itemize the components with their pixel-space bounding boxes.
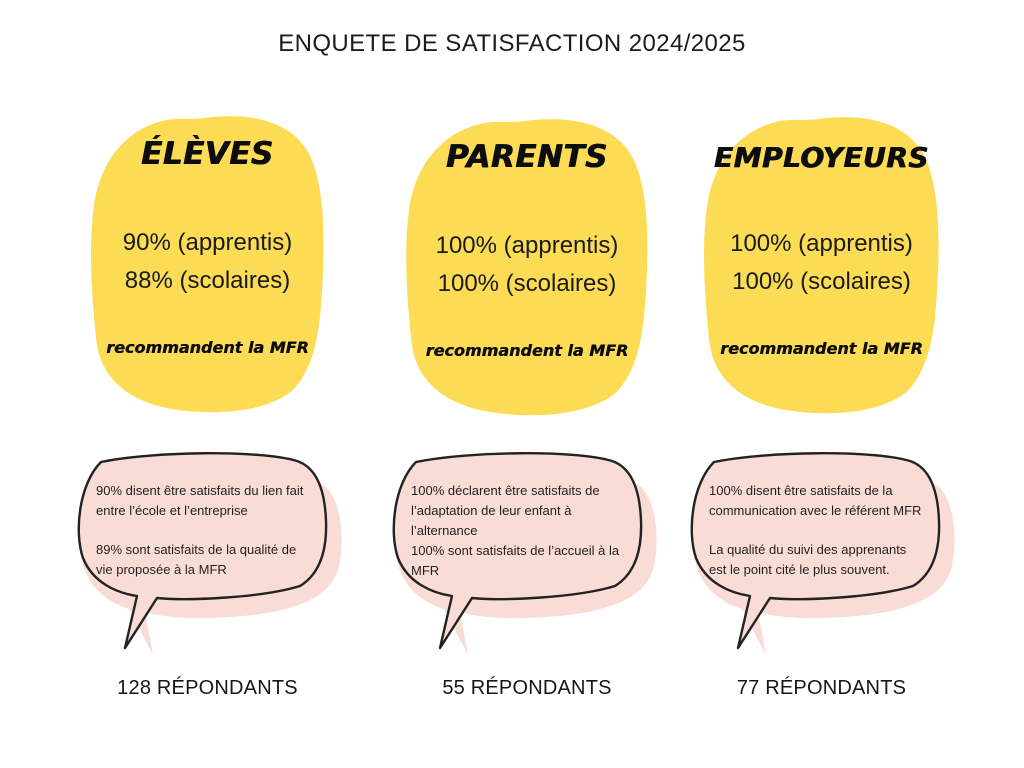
- respondents-count: 55 RÉPONDANTS: [442, 677, 612, 699]
- speech-bubble-shape: [392, 452, 657, 655]
- bubble-paragraph: 90% disent être satisfaits du lien fait …: [96, 483, 304, 518]
- card-heading: EMPLOYEURS: [714, 141, 929, 174]
- bubble-text: 100% disent être satisfaits de la commun…: [709, 481, 923, 580]
- bubble-paragraph: 100% disent être satisfaits de la commun…: [709, 483, 922, 518]
- yellow-blob-card: EMPLOYEURS 100% (apprentis) 100% (scolai…: [699, 111, 944, 417]
- speech-bubble: 100% disent être satisfaits de la commun…: [678, 448, 958, 663]
- group-column-employeurs: EMPLOYEURS 100% (apprentis) 100% (scolai…: [690, 0, 955, 768]
- card-heading: ÉLÈVES: [141, 136, 274, 172]
- respondents-count: 128 RÉPONDANTS: [117, 677, 298, 699]
- stat-line: 100% (apprentis): [435, 232, 619, 259]
- yellow-blob-card: ÉLÈVES 90% (apprentis) 88% (scolaires) r…: [86, 110, 329, 416]
- card-heading: PARENTS: [446, 139, 608, 175]
- card-tagline: recommandent la MFR: [106, 338, 309, 357]
- yellow-blob-shape: [406, 119, 648, 416]
- bubble-text: 100% déclarent être satisfaits de l’adap…: [411, 481, 625, 581]
- stat-line: 100% (scolaires): [732, 268, 911, 295]
- speech-bubble-shape: [77, 452, 342, 655]
- card-stats: 100% (apprentis) 100% (scolaires): [699, 225, 944, 301]
- speech-bubble: 100% déclarent être satisfaits de l’adap…: [380, 448, 660, 663]
- stat-line: 88% (scolaires): [124, 267, 291, 294]
- bubble-paragraph: 100% déclarent être satisfaits de l’adap…: [411, 483, 600, 538]
- bubble-paragraph: La qualité du suivi des apprenants est l…: [709, 542, 907, 577]
- bubble-paragraph: 100% sont satisfaits de l’accueil à la M…: [411, 543, 620, 578]
- group-column-eleves: ÉLÈVES 90% (apprentis) 88% (scolaires) r…: [77, 0, 342, 768]
- bubble-text: 90% disent être satisfaits du lien fait …: [96, 481, 310, 580]
- yellow-blob-card: PARENTS 100% (apprentis) 100% (scolaires…: [401, 113, 653, 419]
- yellow-blob-shape: [704, 117, 939, 414]
- stat-line: 100% (apprentis): [730, 230, 913, 257]
- card-content: PARENTS 100% (apprentis) 100% (scolaires…: [401, 113, 653, 419]
- stat-line: 100% (scolaires): [437, 270, 617, 297]
- card-content: ÉLÈVES 90% (apprentis) 88% (scolaires) r…: [86, 110, 329, 416]
- yellow-blob-shape: [91, 116, 324, 413]
- group-column-parents: PARENTS 100% (apprentis) 100% (scolaires…: [392, 0, 657, 768]
- respondents-count: 77 RÉPONDANTS: [736, 677, 907, 699]
- card-stats: 100% (apprentis) 100% (scolaires): [401, 227, 653, 303]
- card-tagline: recommandent la MFR: [720, 339, 923, 358]
- stat-line: 90% (apprentis): [122, 229, 293, 256]
- bubble-paragraph: 89% sont satisfaits de la qualité de vie…: [96, 542, 297, 577]
- speech-bubble: 90% disent être satisfaits du lien fait …: [65, 448, 345, 663]
- card-stats: 90% (apprentis) 88% (scolaires): [86, 224, 329, 300]
- card-content: EMPLOYEURS 100% (apprentis) 100% (scolai…: [699, 111, 944, 417]
- page-title: ENQUETE DE SATISFACTION 2024/2025: [278, 30, 746, 57]
- speech-bubble-shape: [690, 452, 955, 655]
- card-tagline: recommandent la MFR: [425, 341, 629, 360]
